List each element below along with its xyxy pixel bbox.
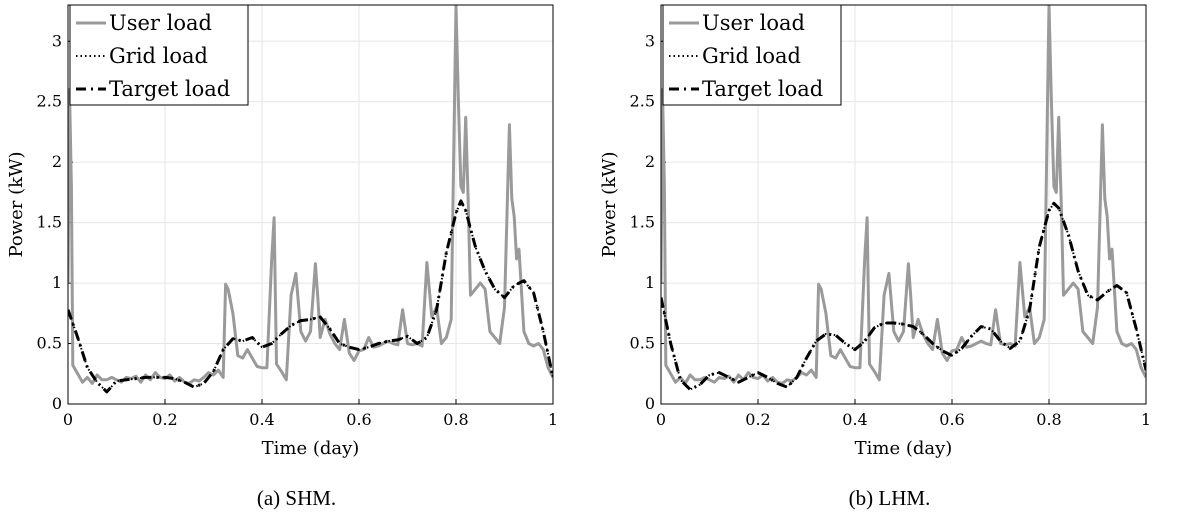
y-tick-label: 1 <box>645 273 655 292</box>
series-line-target-load <box>661 201 1146 391</box>
y-tick-label: 2.5 <box>630 92 655 111</box>
axes-box <box>660 4 1147 405</box>
y-tick-label: 0.5 <box>630 334 655 353</box>
x-axis-label: Time (day) <box>855 438 953 459</box>
x-axis-label: Time (day) <box>262 438 360 459</box>
y-tick-label: 1.5 <box>630 213 655 232</box>
legend: User load Grid load Target load <box>69 4 249 106</box>
series-line-grid-load <box>68 199 553 393</box>
chart-shm: 0 0.2 0.4 0.6 0.8 1 0 0.5 1 1.5 2 2.5 3 Time (day) Pow… <box>6 4 558 459</box>
legend-label: Grid load <box>702 44 801 68</box>
x-tick-label: 1 <box>548 410 558 429</box>
x-tick-label: 0.6 <box>939 410 964 429</box>
x-tick-label: 0.8 <box>443 410 468 429</box>
x-tick-label: 1 <box>1141 410 1151 429</box>
series-line-target-load <box>68 199 553 394</box>
axes-box <box>67 4 554 405</box>
x-tick-label: 0.6 <box>346 410 371 429</box>
y-tick-label: 1.5 <box>37 213 62 232</box>
legend-label: User load <box>702 11 805 35</box>
chart-panel-shm: 0 0.2 0.4 0.6 0.8 1 0 0.5 1 1.5 2 2.5 3 Time (day) Pow… <box>6 4 558 510</box>
chart-panel-lhm: 0 0.2 0.4 0.6 0.8 1 0 0.5 1 1.5 2 2.5 3 Time (day) Pow… <box>593 0 1186 527</box>
y-axis-label: Power (kW) <box>599 151 620 257</box>
y-tick-label: 2 <box>645 152 655 171</box>
x-tick-label: 0.4 <box>249 410 274 429</box>
legend-label: Target load <box>109 77 230 101</box>
y-tick-label: 2 <box>52 152 62 171</box>
y-tick-label: 1 <box>52 273 62 292</box>
legend: User load Grid load Target load <box>662 4 842 106</box>
series-line-user-load <box>661 5 1146 385</box>
y-tick-label: 2.5 <box>37 92 62 111</box>
y-tick-label: 3 <box>52 31 62 50</box>
legend-label: Grid load <box>109 44 208 68</box>
x-tick-label: 0.2 <box>745 410 770 429</box>
x-tick-label: 0.4 <box>842 410 867 429</box>
y-axis-label: Power (kW) <box>6 151 27 257</box>
chart-lhm: 0 0.2 0.4 0.6 0.8 1 0 0.5 1 1.5 2 2.5 3 Time (day) Pow… <box>599 4 1151 459</box>
caption-shm: (a) SHM. <box>256 486 337 510</box>
x-tick-label: 0 <box>656 410 666 429</box>
y-tick-label: 3 <box>645 31 655 50</box>
caption-lhm: (b) LHM. <box>848 486 931 510</box>
y-tick-label: 0 <box>645 394 655 413</box>
legend-label: Target load <box>702 77 823 101</box>
y-tick-label: 0.5 <box>37 334 62 353</box>
x-tick-label: 0 <box>63 410 73 429</box>
legend-label: User load <box>109 11 212 35</box>
x-tick-label: 0.8 <box>1036 410 1061 429</box>
y-tick-label: 0 <box>52 394 62 413</box>
x-tick-label: 0.2 <box>152 410 177 429</box>
